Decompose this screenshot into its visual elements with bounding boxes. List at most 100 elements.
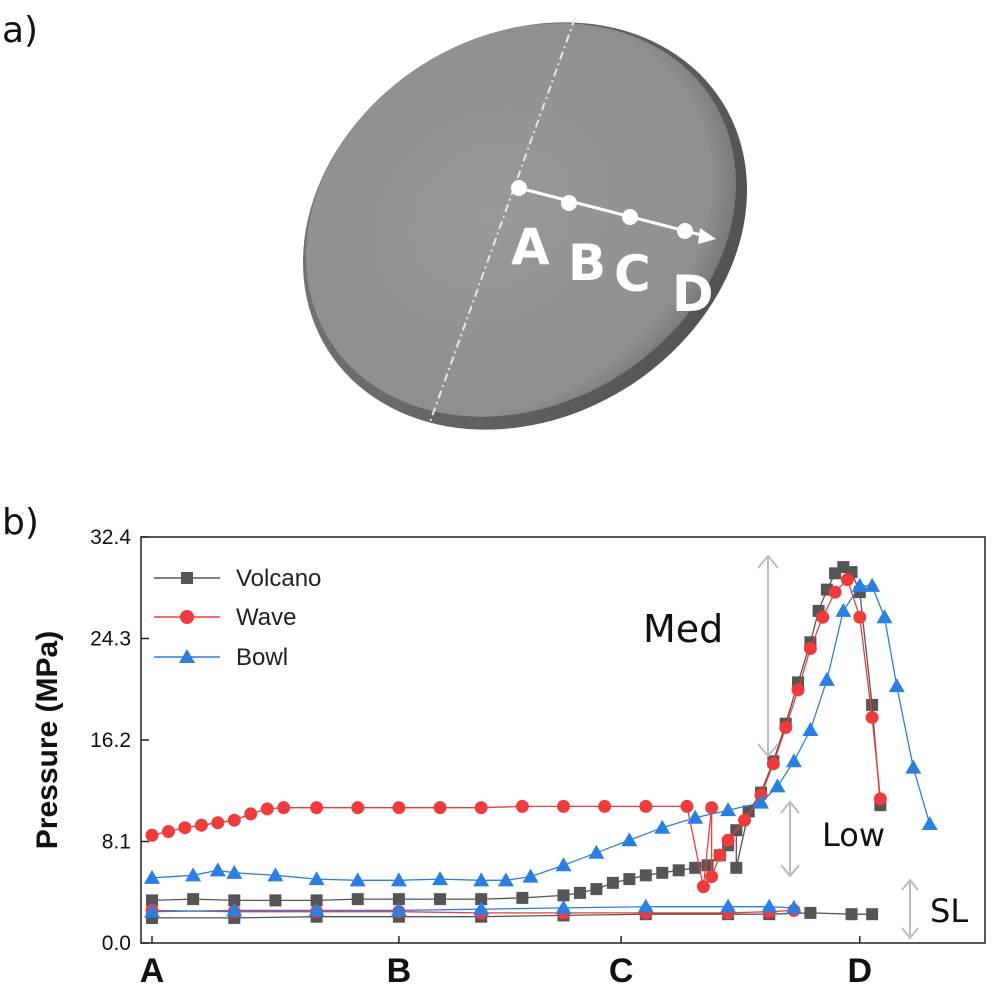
disc: A B C D [302,17,748,430]
data-point [145,828,159,842]
data-point [178,821,192,835]
point-a-label: A [511,218,550,276]
data-point [672,864,685,877]
data-point [713,848,727,862]
sl-range-arrow [901,878,919,940]
data-point [308,871,325,886]
y-tick-label: 16.2 [90,729,131,752]
data-point [696,880,710,894]
data-point [555,857,572,872]
plot-area: 0.0 8.1 16.2 24.3 32.4 A B C D Pressure (MPa) V… [31,526,986,990]
data-point [392,801,406,815]
data-point [639,869,652,882]
y-tick-label: 8.1 [102,831,131,854]
data-point [865,710,879,724]
data-point [226,864,243,879]
y-tick-label: 32.4 [90,526,131,549]
data-point [390,902,407,917]
data-point [194,818,208,832]
data-point [873,792,887,806]
series-bowl [144,577,938,887]
data-point [555,899,572,914]
data-point [637,898,654,913]
profile-arrowhead [698,228,716,244]
data-point [654,819,671,834]
data-point [828,585,842,599]
data-point [473,872,490,887]
data-point [497,872,514,887]
data-point [473,901,490,916]
point-a-dot [511,180,527,196]
data-point [351,893,364,906]
x-tick-label: A [140,952,165,990]
point-b-label: B [568,234,606,292]
data-point [557,889,570,902]
data-point [260,802,274,816]
data-point [277,801,291,815]
data-point [816,610,830,624]
data-point [656,866,669,879]
data-point [267,867,284,882]
data-point [876,609,893,624]
data-point [475,893,488,906]
data-point [308,902,325,917]
panel-a-label: a) [2,10,38,51]
data-point [687,809,704,824]
data-point [866,908,879,921]
data-point [639,799,653,813]
data-point [557,799,570,813]
data-point [804,906,817,919]
panel-b-label: b) [2,502,39,543]
data-point [785,899,802,914]
series-bowl [144,898,802,918]
x-axis: A B C D [140,936,872,990]
y-tick-label: 0.0 [102,932,131,955]
x-tick-label: C [609,952,634,990]
y-tick-label: 24.3 [90,628,131,651]
data-point [209,862,226,877]
data-point [785,753,802,768]
data-point [211,816,225,830]
series-line [152,912,873,919]
data-point [228,894,241,907]
data-point [720,898,737,913]
data-point [621,832,638,847]
data-point [226,902,243,917]
legend-volcano: Volcano [154,565,321,592]
region-annotations: Med Low SL [643,554,968,940]
data-point [888,678,905,693]
data-point [606,876,619,889]
data-point [769,778,786,793]
data-point [269,894,282,907]
data-point [390,872,407,887]
data-point [598,799,612,813]
sl-region-label: SL [930,892,968,930]
data-point [432,871,449,886]
y-axis: 0.0 8.1 16.2 24.3 32.4 [90,526,149,955]
data-point [310,894,323,907]
data-point [705,870,719,884]
data-point [244,807,258,821]
legend-wave-label: Wave [236,604,296,631]
data-point [866,698,879,711]
low-region-label: Low [822,816,885,854]
data-point [680,799,694,813]
data-point [779,720,793,734]
data-point [803,642,817,656]
data-point [144,869,160,884]
data-point [851,577,868,592]
low-range-arrow [780,800,800,878]
data-point [351,801,365,815]
point-d-dot [677,223,693,239]
data-point [392,893,405,906]
data-point [573,886,586,899]
data-point [187,893,200,906]
data-point [185,867,202,882]
data-point [310,801,324,815]
data-point [433,801,447,815]
data-point [701,859,714,872]
data-point [738,813,752,827]
data-point [835,602,852,617]
data-point [161,824,175,838]
